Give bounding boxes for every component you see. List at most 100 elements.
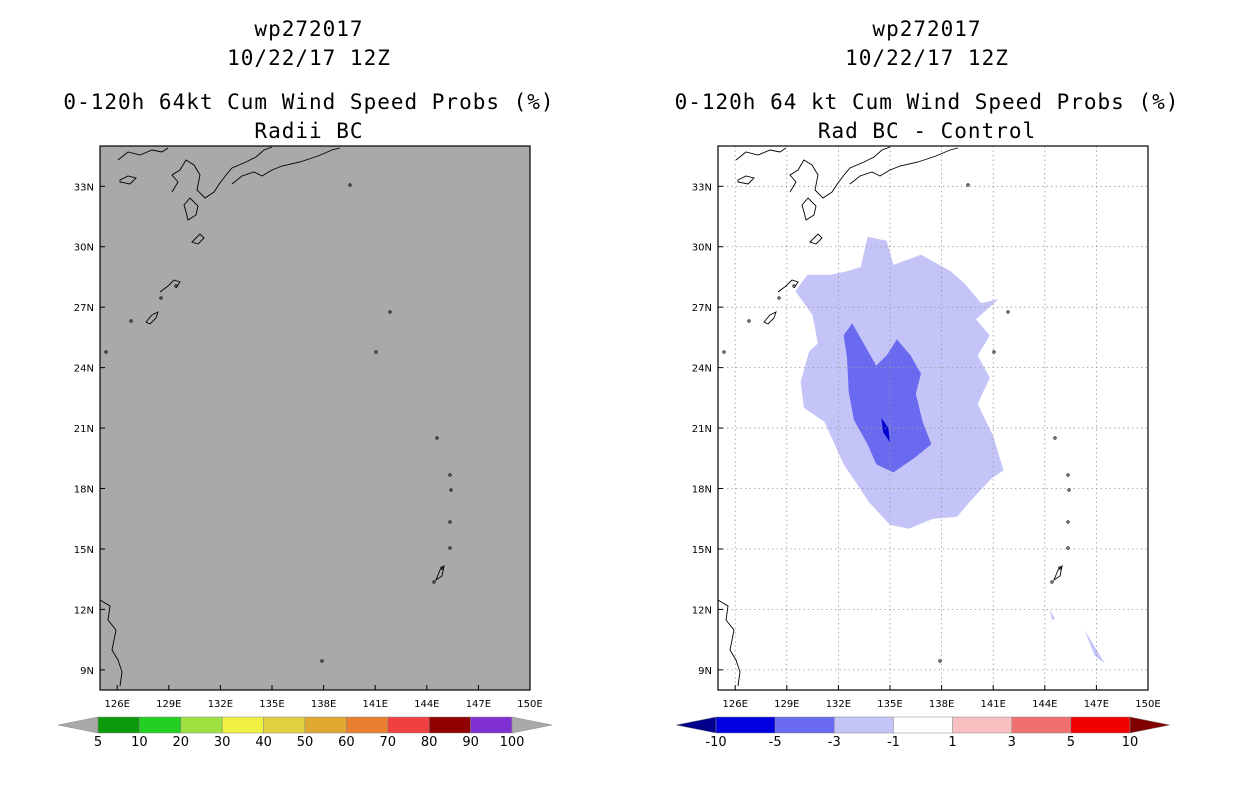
right-colorbar-bin-3 — [893, 716, 953, 734]
left-ylabel-24N: 24N — [74, 364, 94, 375]
right-ylabel-15N: 15N — [692, 545, 712, 556]
right-colorbar-label-4: 1 — [948, 735, 957, 750]
left-xlabel-135E: 135E — [259, 699, 284, 710]
left-colorbar-label-7: 70 — [379, 735, 397, 750]
left-ylabel-15N: 15N — [74, 545, 94, 556]
right-colorbar-left-triangle — [675, 716, 717, 734]
left-xlabel-129E: 129E — [156, 699, 181, 710]
right-island-10 — [1050, 580, 1054, 584]
left-ylabel-27N: 27N — [74, 303, 94, 314]
right-contour-2 — [881, 418, 890, 443]
left-ylabel-9N: 9N — [80, 666, 94, 677]
right-colorbar-bin-1 — [774, 716, 835, 734]
left-island-2 — [374, 350, 378, 354]
right-colorbar-bin-5 — [1011, 716, 1072, 734]
left-colorbar-label-0: 5 — [93, 735, 103, 750]
right-coastline-5 — [809, 233, 823, 245]
right-island-14 — [777, 296, 781, 300]
left-coastline-2 — [183, 197, 199, 221]
right-island-11 — [938, 659, 942, 663]
right-colorbar-bin-6 — [1070, 716, 1131, 734]
left-title-date: 10/22/17 12Z — [227, 46, 391, 70]
left-plot-area — [100, 146, 530, 690]
left-title-storm: wp272017 — [254, 17, 364, 41]
right-colorbar-bin-2 — [834, 716, 894, 734]
left-map: 126E 129E 132E 135E 138E 141E 144E 147E 150E 9N 12… — [74, 145, 543, 710]
right-xlabel-126E: 126E — [722, 699, 747, 710]
right-ylabel-12N: 12N — [692, 605, 712, 616]
left-title-product: 0-120h 64kt Cum Wind Speed Probs (%) — [63, 90, 555, 114]
right-coastline-4 — [737, 175, 755, 185]
right-coastline-0 — [735, 147, 787, 161]
right-title-product: 0-120h 64 kt Cum Wind Speed Probs (%) — [674, 90, 1180, 114]
right-ylabel-33N: 33N — [692, 182, 712, 193]
right-island-7 — [1066, 520, 1070, 524]
left-island-12 — [348, 183, 352, 187]
left-colorbar-bin-1 — [139, 716, 182, 734]
right-ylabel-30N: 30N — [692, 243, 712, 254]
right-xlabel-141E: 141E — [980, 699, 1005, 710]
left-coastline-4 — [119, 175, 137, 185]
left-frame — [99, 145, 531, 691]
left-colorbar-bin-8 — [428, 716, 471, 734]
right-island-1 — [747, 319, 751, 323]
right-island-3 — [1006, 310, 1010, 314]
right-colorbar-label-7: 10 — [1121, 735, 1139, 750]
right-coastline-3 — [849, 147, 959, 185]
left-ylabel-12N: 12N — [74, 605, 94, 616]
right-colorbar-bin-0 — [715, 716, 776, 734]
right-coastline-7 — [763, 311, 777, 325]
left-coastline-1 — [171, 146, 273, 199]
left-xlabel-141E: 141E — [362, 699, 387, 710]
right-frame — [717, 145, 1149, 691]
left-colorbar-bin-7 — [387, 716, 430, 734]
left-island-4 — [435, 436, 439, 440]
right-colorbar-label-3: -1 — [886, 735, 900, 750]
left-island-0 — [104, 350, 108, 354]
right-ylabel-27N: 27N — [692, 303, 712, 314]
left-coastline-3 — [231, 147, 341, 185]
right-island-12 — [966, 183, 970, 187]
left-colorbar-label-10: 100 — [499, 735, 525, 750]
right-panel: wp272017 10/22/17 12Z 0-120h 64 kt Cum W… — [618, 0, 1236, 800]
left-colorbar-bin-9 — [470, 716, 513, 734]
left-colorbar — [57, 716, 553, 734]
left-colorbar-label-3: 30 — [213, 735, 231, 750]
right-ylabel-9N: 9N — [698, 666, 712, 677]
left-colorbar-bin-2 — [180, 716, 223, 734]
right-colorbar — [675, 716, 1171, 734]
right-title-storm: wp272017 — [872, 17, 982, 41]
left-coastline-5 — [191, 233, 205, 245]
right-coastline-6 — [777, 279, 799, 293]
left-island-14 — [159, 296, 163, 300]
right-coastline-9 — [1053, 564, 1063, 582]
right-coastline-2 — [801, 197, 817, 221]
right-island-0 — [722, 350, 726, 354]
left-coastline-9 — [435, 564, 445, 582]
left-island-9 — [440, 566, 444, 570]
left-xlabel-138E: 138E — [311, 699, 336, 710]
left-colorbar-bin-5 — [304, 716, 347, 734]
right-colorbar-label-0: -10 — [705, 735, 727, 750]
right-island-8 — [1066, 546, 1070, 550]
right-ylabel-18N: 18N — [692, 485, 712, 496]
left-coastline-6 — [159, 279, 181, 293]
left-ylabel-18N: 18N — [74, 485, 94, 496]
right-colorbar-label-5: 3 — [1007, 735, 1016, 750]
left-coastline-8 — [99, 599, 123, 687]
left-island-8 — [448, 546, 452, 550]
left-colorbar-label-9: 90 — [462, 735, 479, 750]
right-xlabel-138E: 138E — [929, 699, 954, 710]
left-island-11 — [320, 659, 324, 663]
left-xlabel-144E: 144E — [414, 699, 439, 710]
right-island-4 — [1053, 436, 1057, 440]
right-colorbar-right-triangle — [1129, 716, 1171, 734]
left-island-3 — [388, 310, 392, 314]
right-island-5 — [1066, 473, 1070, 477]
right-map: 126E 129E 132E 135E 138E 141E 144E 147E 150E 9N 12… — [692, 145, 1161, 710]
left-colorbar-bin-0 — [97, 716, 140, 734]
right-coastline-8 — [717, 599, 741, 687]
left-coastline-7 — [145, 311, 159, 325]
right-colorbar-label-2: -3 — [827, 735, 841, 750]
right-xlabel-135E: 135E — [877, 699, 902, 710]
